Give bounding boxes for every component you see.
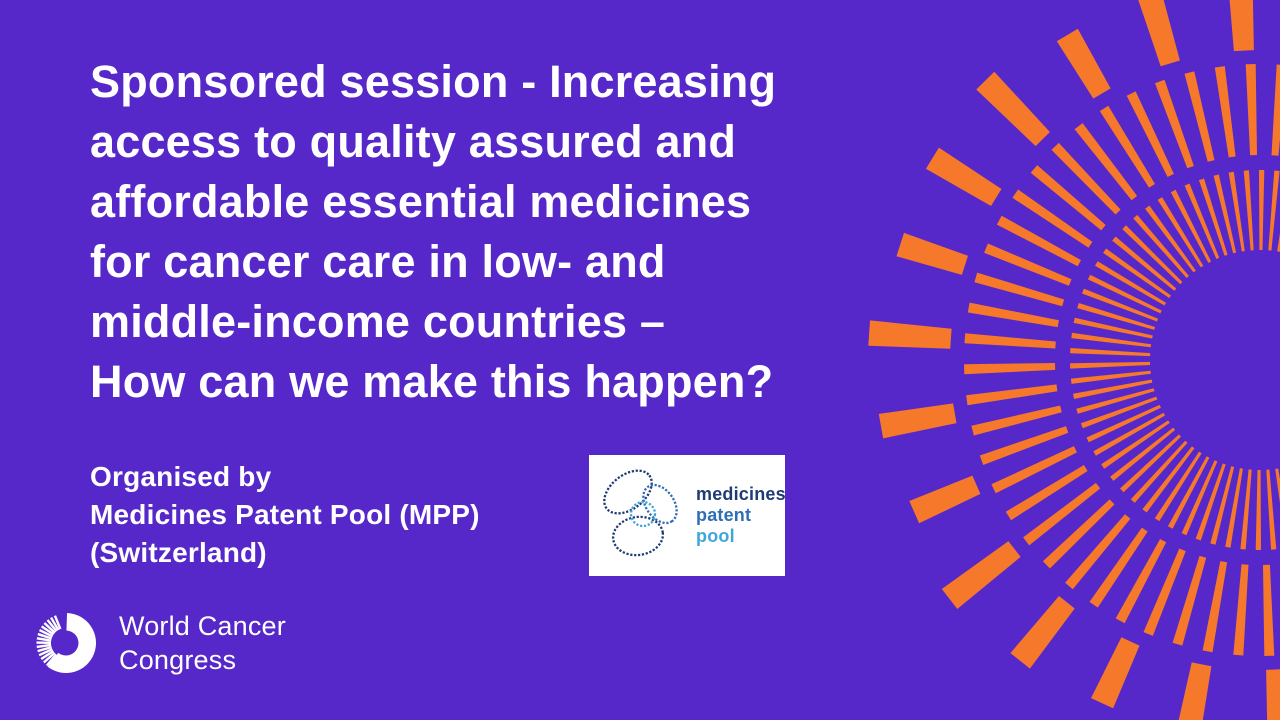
mpp-logo-mark-icon [603, 469, 678, 557]
mpp-word-medicines: medicines [696, 484, 786, 504]
session-title-line: middle-income countries – [90, 296, 666, 347]
wcc-logo-line: World Cancer [119, 611, 286, 641]
mpp-word-patent: patent [696, 505, 752, 525]
wcc-logo: World Cancer Congress [30, 607, 286, 679]
organiser-country: (Switzerland) [90, 537, 267, 568]
session-title: Sponsored session - Increasing access to… [90, 52, 776, 412]
mpp-word-pool: pool [696, 526, 735, 546]
session-title-line: access to quality assured and [90, 116, 737, 167]
sunburst-decoration-graphic [868, 0, 1280, 720]
session-title-line: Sponsored session - Increasing [90, 56, 777, 107]
mpp-logo-wordmark: medicines patent pool [696, 484, 786, 547]
wcc-logo-text: World Cancer Congress [119, 609, 286, 677]
session-title-line: for cancer care in low- and [90, 236, 666, 287]
organiser-block: Organised by Medicines Patent Pool (MPP)… [90, 458, 480, 572]
session-title-line: How can we make this happen? [90, 356, 774, 407]
organiser-label: Organised by [90, 461, 272, 492]
session-title-line: affordable essential medicines [90, 176, 752, 227]
mpp-logo: medicines patent pool [589, 455, 786, 576]
organiser-name: Medicines Patent Pool (MPP) [90, 499, 480, 530]
wcc-logo-icon [36, 613, 97, 674]
wcc-logo-line: Congress [119, 645, 237, 675]
